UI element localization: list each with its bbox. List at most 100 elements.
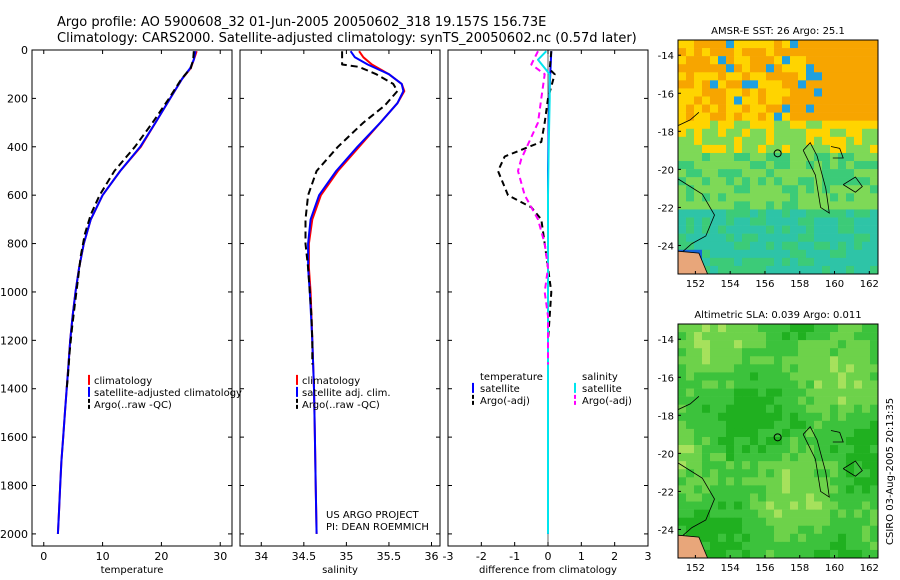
map-cell — [678, 136, 687, 146]
map-cell — [678, 412, 687, 422]
map-cell — [702, 469, 711, 478]
map-cell — [814, 177, 823, 186]
map-cell — [686, 96, 695, 105]
map-cell — [734, 64, 743, 73]
map-cell — [782, 112, 791, 121]
map-cell — [734, 128, 743, 138]
x-tick-label: 2 — [611, 550, 618, 563]
map-cell — [838, 120, 847, 130]
map-cell — [798, 549, 807, 559]
map-cell — [694, 445, 703, 454]
map-cell — [766, 48, 775, 57]
map-cell — [822, 80, 831, 89]
map-cell — [702, 104, 711, 113]
map-cell — [678, 388, 687, 397]
map-cell — [710, 193, 719, 202]
map-cell — [678, 161, 687, 170]
map-cell — [822, 517, 831, 527]
map-cell — [734, 233, 743, 243]
map-cell — [686, 72, 695, 81]
map-cell — [686, 340, 695, 349]
map-cell — [846, 177, 855, 186]
map-cell — [798, 80, 807, 89]
map-cell — [798, 380, 807, 389]
x-tick-label: 152 — [686, 563, 705, 574]
map-cell — [718, 428, 727, 438]
map-cell — [734, 412, 743, 422]
map-cell — [798, 428, 807, 438]
map-cell — [750, 48, 759, 57]
map-cell — [686, 453, 695, 462]
map-cell — [742, 88, 751, 97]
legend-label: climatology — [94, 376, 152, 387]
map-cell — [734, 388, 743, 397]
map-cell — [750, 461, 759, 470]
map-cell — [718, 340, 727, 349]
map-cell — [846, 332, 855, 341]
map-cell — [862, 404, 871, 414]
map-cell — [806, 372, 815, 381]
map-cell — [694, 217, 703, 226]
map-cell — [766, 161, 775, 170]
map-cell — [798, 501, 807, 510]
map-cell — [830, 501, 839, 510]
y-tick-label: 600 — [7, 189, 28, 202]
map-cell — [678, 453, 687, 462]
map-cell — [742, 533, 751, 543]
map-cell — [838, 445, 847, 454]
y-tick-label: 1000 — [0, 286, 28, 299]
map-cell — [830, 241, 839, 251]
map-cell — [774, 485, 783, 494]
map-cell — [870, 356, 879, 365]
map-cell — [734, 257, 743, 267]
map-cell — [862, 453, 871, 462]
map-cell — [750, 404, 759, 414]
map-cell — [846, 525, 855, 535]
map-cell — [782, 104, 791, 113]
map-cell — [742, 40, 751, 49]
map-cell — [830, 185, 839, 194]
map-cell — [846, 485, 855, 494]
map-cell — [750, 96, 759, 105]
map-cell — [830, 40, 839, 49]
map-cell — [702, 88, 711, 97]
map-cell — [734, 525, 743, 535]
map-cell — [774, 372, 783, 381]
map-cell — [862, 265, 871, 275]
x-axis-label: temperature — [101, 565, 164, 576]
map-cell — [846, 364, 855, 373]
map-cell — [718, 332, 727, 341]
map-cell — [806, 225, 815, 234]
map-cell — [766, 356, 775, 365]
map-cell — [838, 112, 847, 121]
map-cell — [846, 404, 855, 414]
y-tick-label: -24 — [658, 241, 674, 252]
map-cell — [846, 209, 855, 218]
map-cell — [694, 201, 703, 210]
map-cell — [742, 404, 751, 414]
map-cell — [710, 461, 719, 470]
map-cell — [726, 469, 735, 478]
map-cell — [734, 493, 743, 502]
map-cell — [702, 128, 711, 138]
map-cell — [790, 257, 799, 267]
map-cell — [702, 436, 711, 446]
map-cell — [718, 525, 727, 535]
map-cell — [862, 120, 871, 130]
map-cell — [726, 428, 735, 438]
map-cell — [854, 128, 863, 138]
map-cell — [710, 324, 719, 333]
map-cell — [846, 80, 855, 89]
map-cell — [782, 364, 791, 373]
map-cell — [838, 193, 847, 202]
map-cell — [734, 396, 743, 405]
map-cell — [686, 509, 695, 518]
map-cell — [702, 40, 711, 49]
map-cell — [870, 225, 879, 234]
map-cell — [694, 501, 703, 510]
map-cell — [830, 356, 839, 365]
map-cell — [814, 40, 823, 49]
map-cell — [702, 201, 711, 210]
map-cell — [814, 436, 823, 446]
map-cell — [726, 461, 735, 470]
